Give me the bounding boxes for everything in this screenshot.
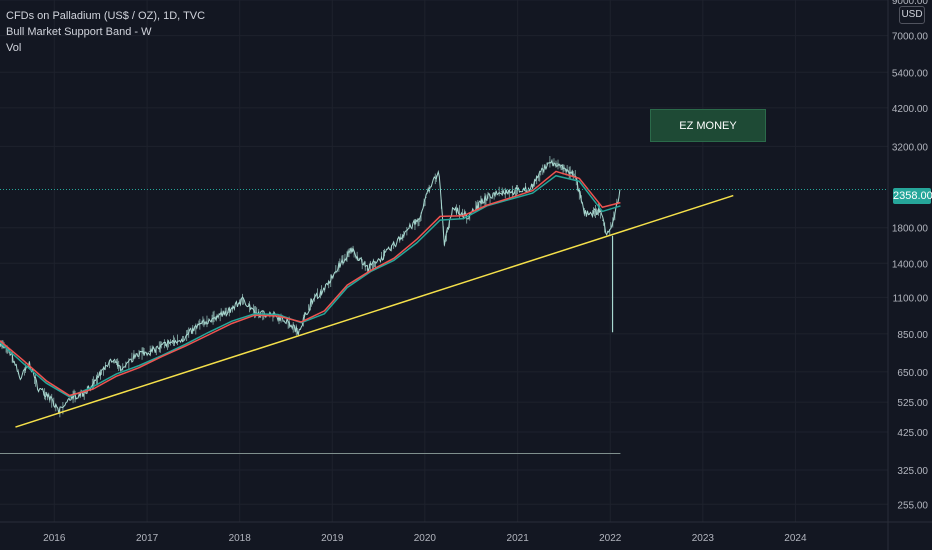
x-tick-label: 2021 (507, 533, 530, 544)
support-band (0, 170, 621, 398)
y-tick-label: 1400.00 (892, 259, 929, 270)
y-tick-label: 7000.00 (892, 32, 929, 43)
legend-indicator[interactable]: Bull Market Support Band - W (6, 26, 152, 38)
price-line (0, 158, 621, 414)
x-tick-label: 2017 (136, 533, 159, 544)
currency-button[interactable]: USD (899, 6, 925, 24)
x-tick-label: 2018 (229, 533, 252, 544)
y-tick-label: 9000.00 (892, 0, 929, 7)
x-tick-label: 2023 (692, 533, 715, 544)
grid (0, 0, 888, 522)
y-tick-label: 4200.00 (892, 104, 929, 115)
annotation-box[interactable]: EZ MONEY (650, 109, 766, 142)
y-tick-label: 1800.00 (892, 224, 929, 235)
legend-symbol[interactable]: CFDs on Palladium (US$ / OZ), 1D, TVC (6, 10, 206, 22)
x-tick-label: 2016 (43, 533, 66, 544)
trendline-segment (15, 194, 734, 428)
trendline[interactable] (15, 194, 734, 428)
y-tick-label: 525.00 (897, 398, 928, 409)
y-tick-label: 3200.00 (892, 142, 929, 153)
y-tick-label: 650.00 (897, 368, 928, 379)
legend-volume[interactable]: Vol (6, 42, 22, 54)
y-tick-label: 425.00 (897, 428, 928, 439)
x-tick-label: 2024 (784, 533, 807, 544)
y-tick-label: 850.00 (897, 330, 928, 341)
chart-legend: CFDs on Palladium (US$ / OZ), 1D, TVC Bu… (6, 8, 205, 56)
y-tick-label: 1100.00 (893, 293, 929, 304)
band-sma-line (0, 174, 621, 398)
y-tick-label: 325.00 (897, 466, 928, 477)
band-ema-line (0, 170, 621, 397)
x-tick-label: 2020 (414, 533, 437, 544)
y-tick-label: 5400.00 (892, 68, 929, 79)
x-tick-label: 2019 (321, 533, 344, 544)
y-tick-label: 255.00 (897, 500, 928, 511)
last-price-label: 2358.00 (893, 188, 932, 204)
x-tick-label: 2022 (599, 533, 622, 544)
